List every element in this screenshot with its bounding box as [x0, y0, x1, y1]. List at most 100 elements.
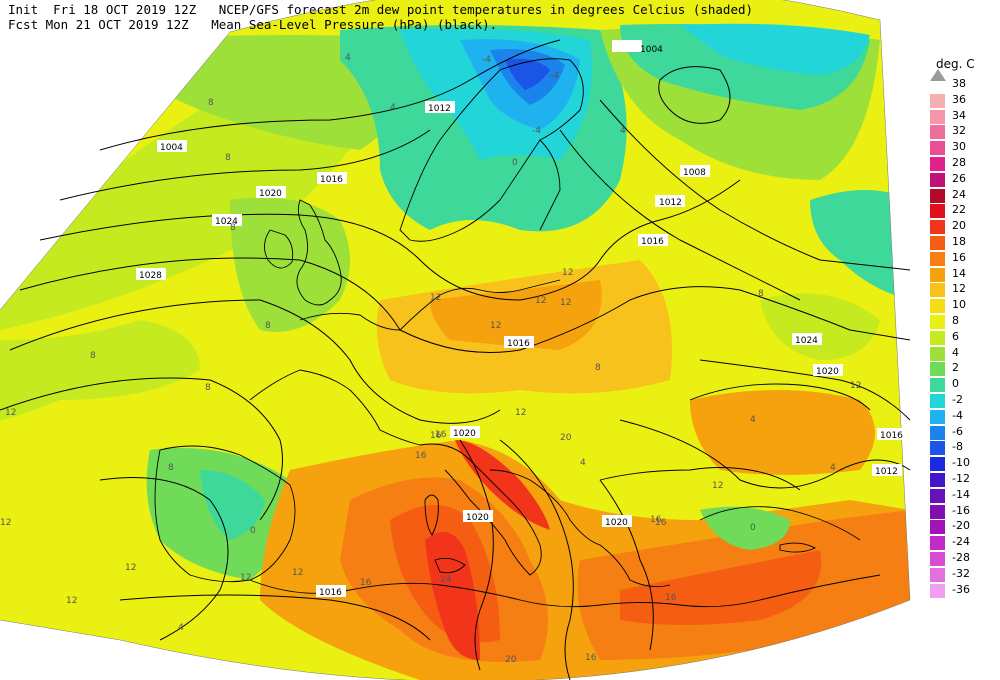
isobar-label: 1020 [813, 364, 843, 377]
isobar-label: 1012 [425, 101, 455, 114]
isobar-label: 1020 [602, 515, 632, 528]
legend-row: -32 [930, 566, 1000, 582]
legend-swatch [930, 583, 945, 598]
dewpoint-label: 8 [758, 289, 764, 299]
dewpoint-label: 20 [560, 433, 572, 443]
legend-swatch [930, 251, 945, 266]
dewpoint-label: 12 [712, 481, 723, 491]
legend-swatch [930, 567, 945, 582]
dewpoint-label: 8 [90, 351, 96, 361]
legend-row: 36 [930, 92, 1000, 108]
dewpoint-label: 12 [515, 408, 526, 418]
legend-swatch [930, 93, 945, 108]
dewpoint-label: 8 [225, 153, 231, 163]
legend-label: 14 [952, 266, 966, 280]
legend-row: 26 [930, 171, 1000, 187]
dewpoint-label: 8 [208, 98, 214, 108]
svg-text:1020: 1020 [605, 518, 628, 528]
legend-label: 4 [952, 345, 959, 359]
dewpoint-label: 12 [430, 293, 441, 303]
legend-label: 6 [952, 329, 959, 343]
dewpoint-label: 4 [750, 415, 756, 425]
svg-text:1012: 1012 [659, 198, 682, 208]
dewpoint-label: 12 [0, 518, 11, 528]
isobar-label: 1012 [872, 464, 902, 477]
legend-row: 20 [930, 218, 1000, 235]
svg-text:1008: 1008 [683, 168, 706, 178]
legend-label: 34 [952, 108, 966, 122]
legend-label: -20 [952, 519, 970, 533]
legend-swatch [930, 141, 945, 156]
legend-label: -6 [952, 424, 963, 438]
isobar-label: 1020 [256, 186, 286, 199]
legend-label: -36 [952, 582, 970, 596]
dewpoint-label: 12 [5, 408, 16, 418]
dewpoint-label: 8 [595, 363, 601, 373]
svg-text:1024: 1024 [215, 217, 238, 227]
legend-label: 28 [952, 156, 966, 169]
dewpoint-label: 8 [265, 321, 271, 331]
dewpoint-label: 12 [562, 268, 573, 278]
dewpoint-label: 16 [655, 518, 667, 528]
legend-row: 28 [930, 155, 1000, 171]
legend-label: -32 [952, 566, 970, 580]
legend-row: 32 [930, 123, 1000, 140]
legend-label: 20 [952, 219, 966, 233]
legend-row: 34 [930, 108, 1000, 124]
svg-text:1016: 1016 [641, 237, 664, 247]
dewpoint-label: 8 [168, 463, 174, 473]
dewpoint-label: 16 [665, 593, 677, 603]
dewpoint-label: 0 [250, 526, 256, 536]
dewpoint-label: 12 [560, 298, 571, 308]
dewpoint-label: 16 [415, 451, 427, 461]
legend-label: -28 [952, 551, 970, 564]
svg-text:1016: 1016 [507, 339, 530, 349]
legend-label: -8 [952, 440, 963, 454]
svg-text:1004: 1004 [640, 45, 663, 55]
legend-row: 12 [930, 281, 1000, 298]
svg-text:1012: 1012 [875, 467, 898, 477]
legend-row: -6 [930, 424, 1000, 440]
legend-label: -24 [952, 535, 970, 549]
legend-swatch [930, 457, 945, 472]
legend-swatch [930, 220, 945, 235]
dewpoint-label: 12 [850, 381, 861, 391]
legend-label: -14 [952, 487, 970, 501]
dewpoint-label: 4 [390, 103, 396, 113]
forecast-header-line2: Fcst Mon 21 OCT 2019 12Z Mean Sea-Level … [8, 17, 498, 32]
legend-label: 10 [952, 298, 966, 312]
legend-row: -10 [930, 455, 1000, 472]
legend-label: -4 [952, 408, 963, 422]
dewpoint-label: 8 [230, 223, 236, 233]
legend-row: 10 [930, 297, 1000, 314]
legend-row: -36 [930, 582, 1000, 598]
legend-label: 26 [952, 171, 966, 185]
legend-swatch [930, 441, 945, 456]
legend-row: -24 [930, 534, 1000, 551]
legend-row: -20 [930, 518, 1000, 535]
legend-row: 18 [930, 234, 1000, 250]
legend-swatch [930, 409, 945, 424]
dewpoint-label: -4 [532, 126, 541, 136]
legend-label: 2 [952, 361, 959, 375]
isobars [0, 39, 911, 680]
legend-swatch [930, 488, 945, 503]
dewpoint-label: 4 [580, 458, 586, 468]
isobar-label: 1016 [316, 585, 346, 598]
legend-row: 24 [930, 187, 1000, 203]
svg-text:1020: 1020 [453, 429, 476, 439]
svg-text:1020: 1020 [466, 513, 489, 523]
legend-row: 38 [930, 76, 1000, 91]
svg-text:1028: 1028 [139, 271, 162, 281]
isobar-label-group: 1004 1008 1012 1016 1020 1024 1028 1016 … [136, 40, 907, 598]
dewpoint-label: 4 [620, 126, 626, 136]
isobar-label: 1016 [504, 336, 534, 349]
isobar-label: 1016 [317, 172, 347, 185]
legend-swatch [930, 236, 945, 250]
dewpoint-label: 0 [750, 523, 756, 533]
legend-row: 0 [930, 376, 1000, 393]
legend-label: -16 [952, 503, 970, 517]
dewpoint-label: 4 [345, 53, 351, 63]
isobar-label: 1020 [450, 426, 480, 439]
